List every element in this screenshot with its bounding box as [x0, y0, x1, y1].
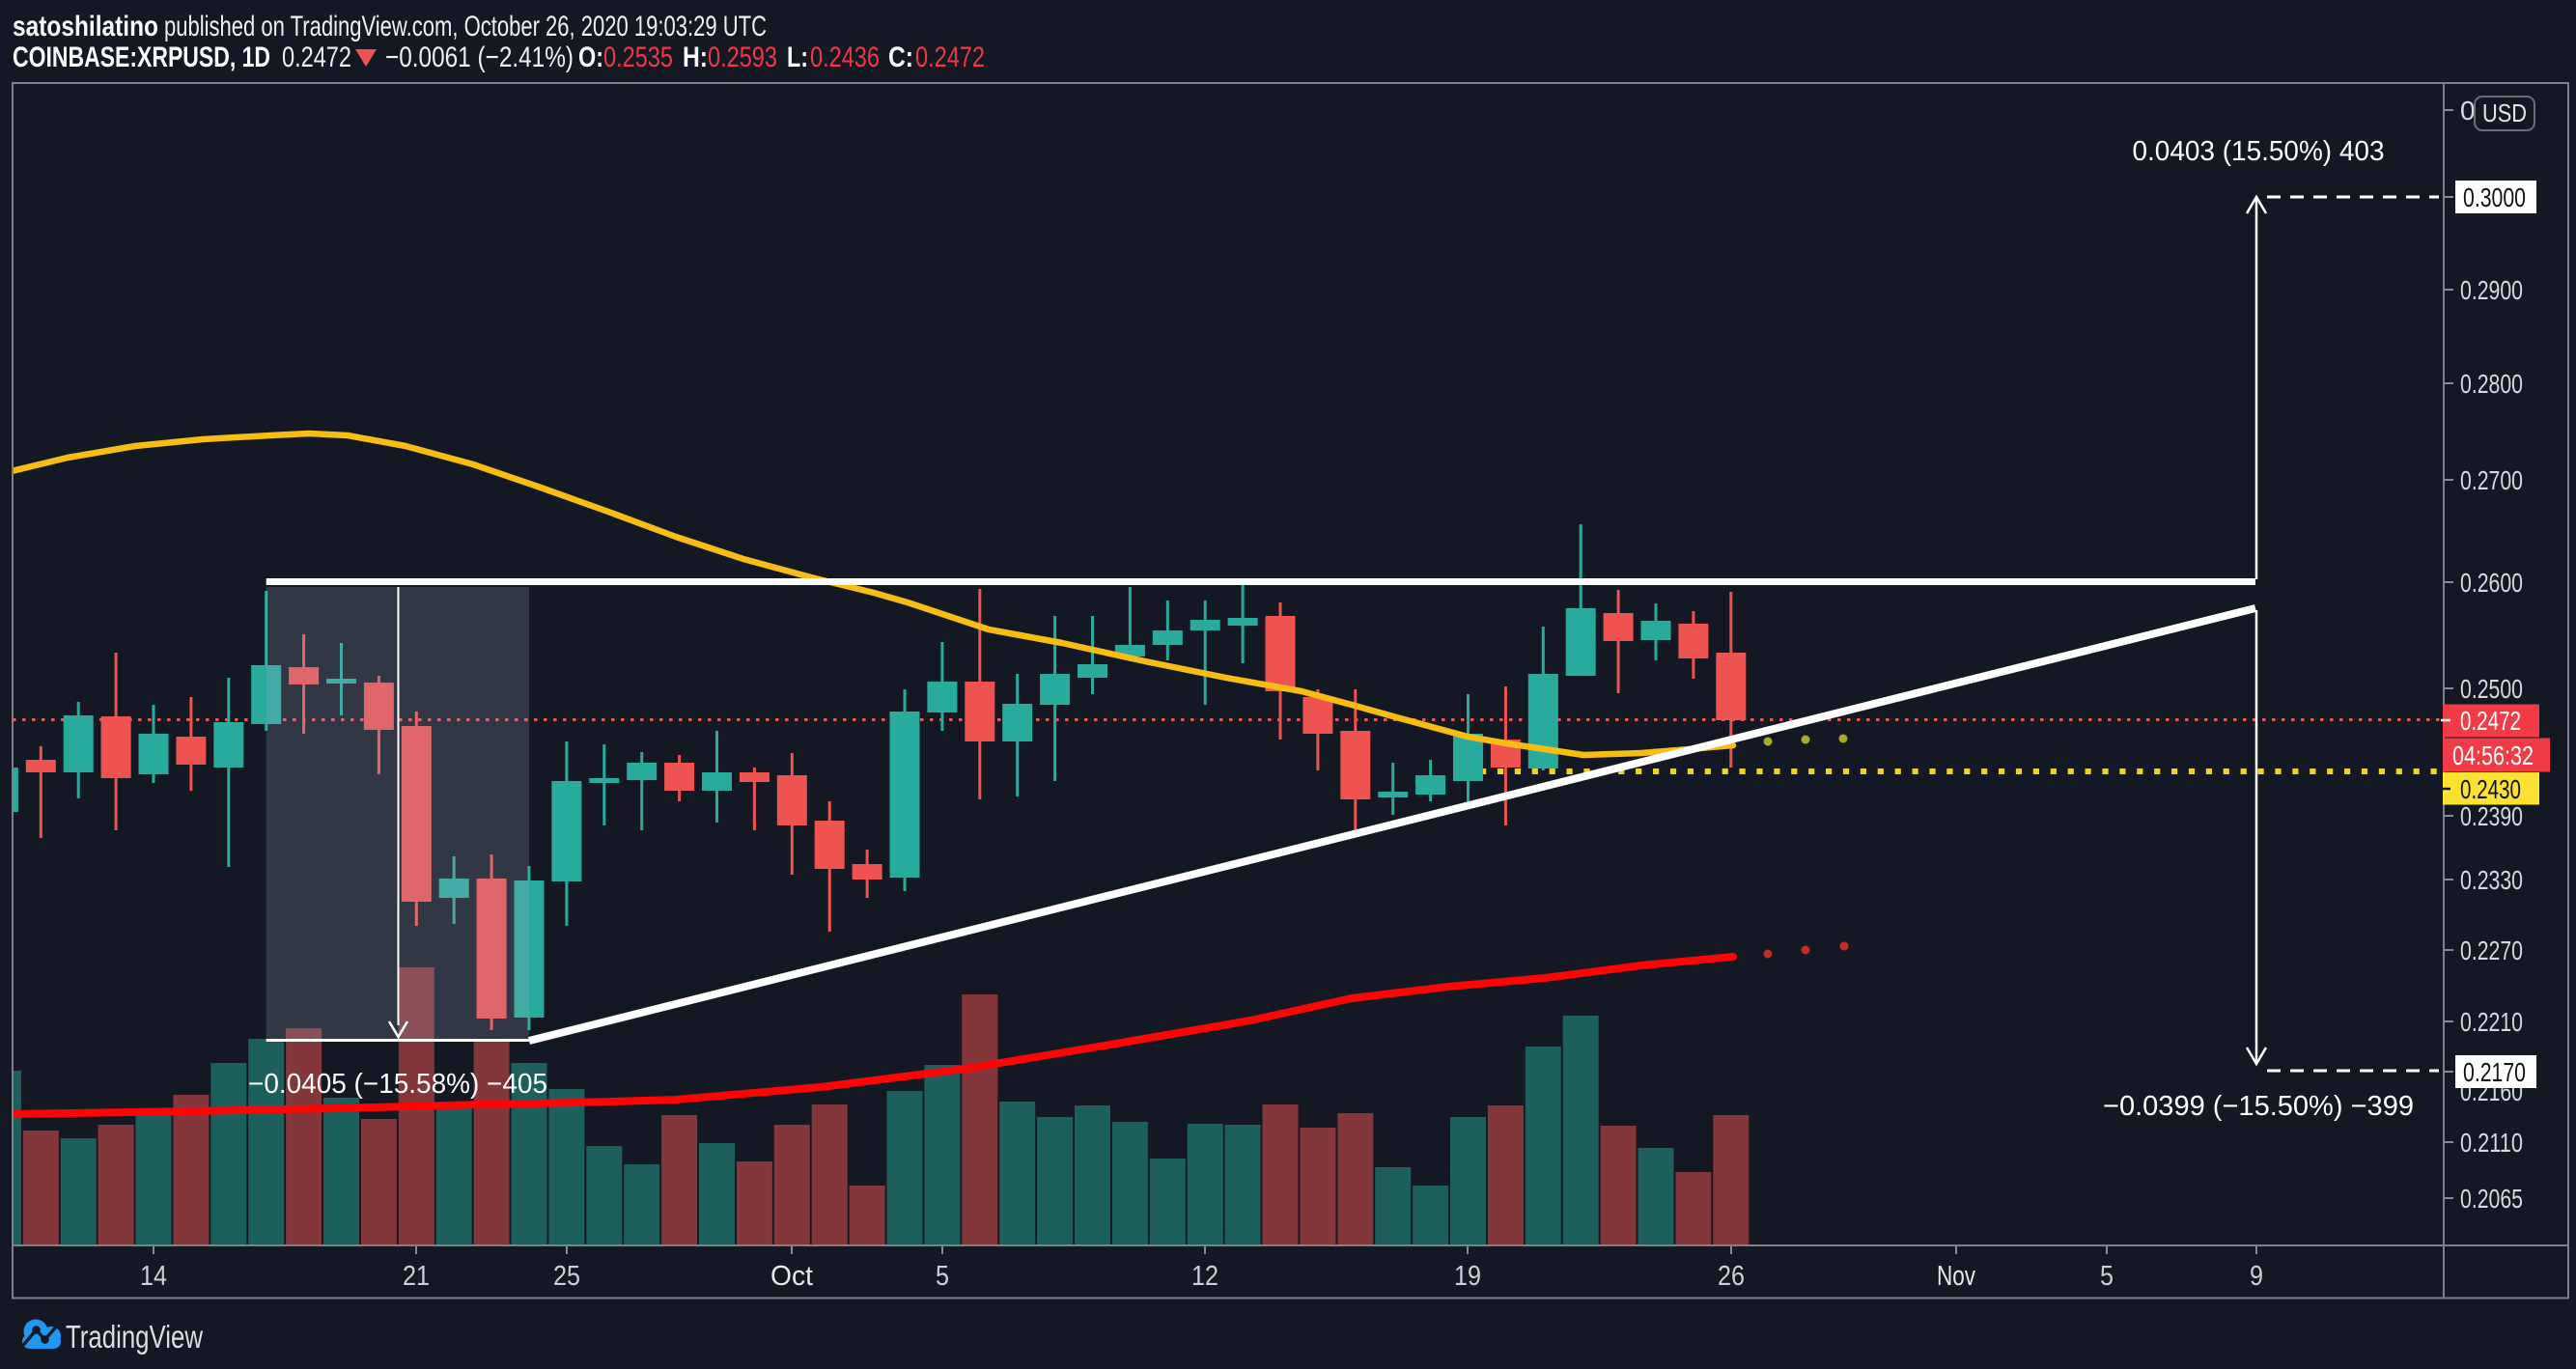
svg-text:0.2170: 0.2170	[2463, 1057, 2526, 1087]
svg-text:H:: H:	[683, 42, 708, 73]
svg-text:0.3000: 0.3000	[2463, 182, 2526, 212]
svg-text:−0.0061 (−2.41%): −0.0061 (−2.41%)	[385, 42, 574, 73]
svg-text:satoshilatino: satoshilatino	[13, 11, 158, 42]
svg-text:0.2472: 0.2472	[915, 42, 985, 73]
svg-text:26: 26	[1718, 1261, 1745, 1292]
svg-text:TradingView: TradingView	[66, 1319, 203, 1355]
svg-text:USD: USD	[2482, 98, 2527, 127]
svg-text:O:: O:	[578, 42, 603, 73]
svg-text:14: 14	[140, 1261, 167, 1292]
svg-text:0.2430: 0.2430	[2460, 774, 2521, 804]
svg-text:04:56:32: 04:56:32	[2452, 740, 2534, 770]
svg-text:0.2110: 0.2110	[2460, 1128, 2523, 1158]
svg-text:5: 5	[2100, 1261, 2114, 1292]
svg-text:0.2600: 0.2600	[2460, 568, 2523, 598]
svg-text:0.2900: 0.2900	[2460, 275, 2523, 305]
svg-text:0.2800: 0.2800	[2460, 369, 2523, 399]
svg-text:COINBASE:XRPUSD, 1D: COINBASE:XRPUSD, 1D	[13, 42, 270, 73]
svg-text:0.2472: 0.2472	[2460, 706, 2521, 736]
svg-text:0.2535: 0.2535	[603, 42, 673, 73]
svg-text:0.2210: 0.2210	[2460, 1007, 2523, 1037]
svg-text:−0.0399 (−15.50%) −399: −0.0399 (−15.50%) −399	[2103, 1091, 2414, 1122]
svg-text:0.2593: 0.2593	[708, 42, 777, 73]
svg-text:0.2065: 0.2065	[2460, 1184, 2523, 1214]
svg-text:L:: L:	[787, 42, 808, 73]
svg-text:0.2472: 0.2472	[282, 42, 351, 73]
svg-text:0: 0	[2460, 96, 2476, 126]
svg-text:0.0403 (15.50%) 403: 0.0403 (15.50%) 403	[2133, 136, 2385, 167]
svg-text:0.2436: 0.2436	[810, 42, 880, 73]
svg-text:0.2700: 0.2700	[2460, 465, 2523, 495]
svg-text:25: 25	[553, 1261, 580, 1292]
svg-text:19: 19	[1454, 1261, 1481, 1292]
svg-text:0.2390: 0.2390	[2460, 801, 2523, 831]
svg-text:9: 9	[2250, 1261, 2263, 1292]
svg-text:12: 12	[1191, 1261, 1218, 1292]
svg-text:0.2500: 0.2500	[2460, 674, 2523, 704]
svg-text:C:: C:	[888, 42, 913, 73]
svg-text:0.2270: 0.2270	[2460, 936, 2523, 965]
svg-text:Oct: Oct	[770, 1261, 813, 1292]
svg-text:Nov: Nov	[1937, 1261, 1975, 1292]
svg-text:0.2330: 0.2330	[2460, 865, 2523, 895]
svg-text:21: 21	[403, 1261, 430, 1292]
svg-text:published on TradingView.com,: published on TradingView.com, October 26…	[164, 11, 767, 42]
svg-text:5: 5	[936, 1261, 949, 1292]
svg-text:−0.0405 (−15.58%) −405: −0.0405 (−15.58%) −405	[248, 1069, 547, 1100]
